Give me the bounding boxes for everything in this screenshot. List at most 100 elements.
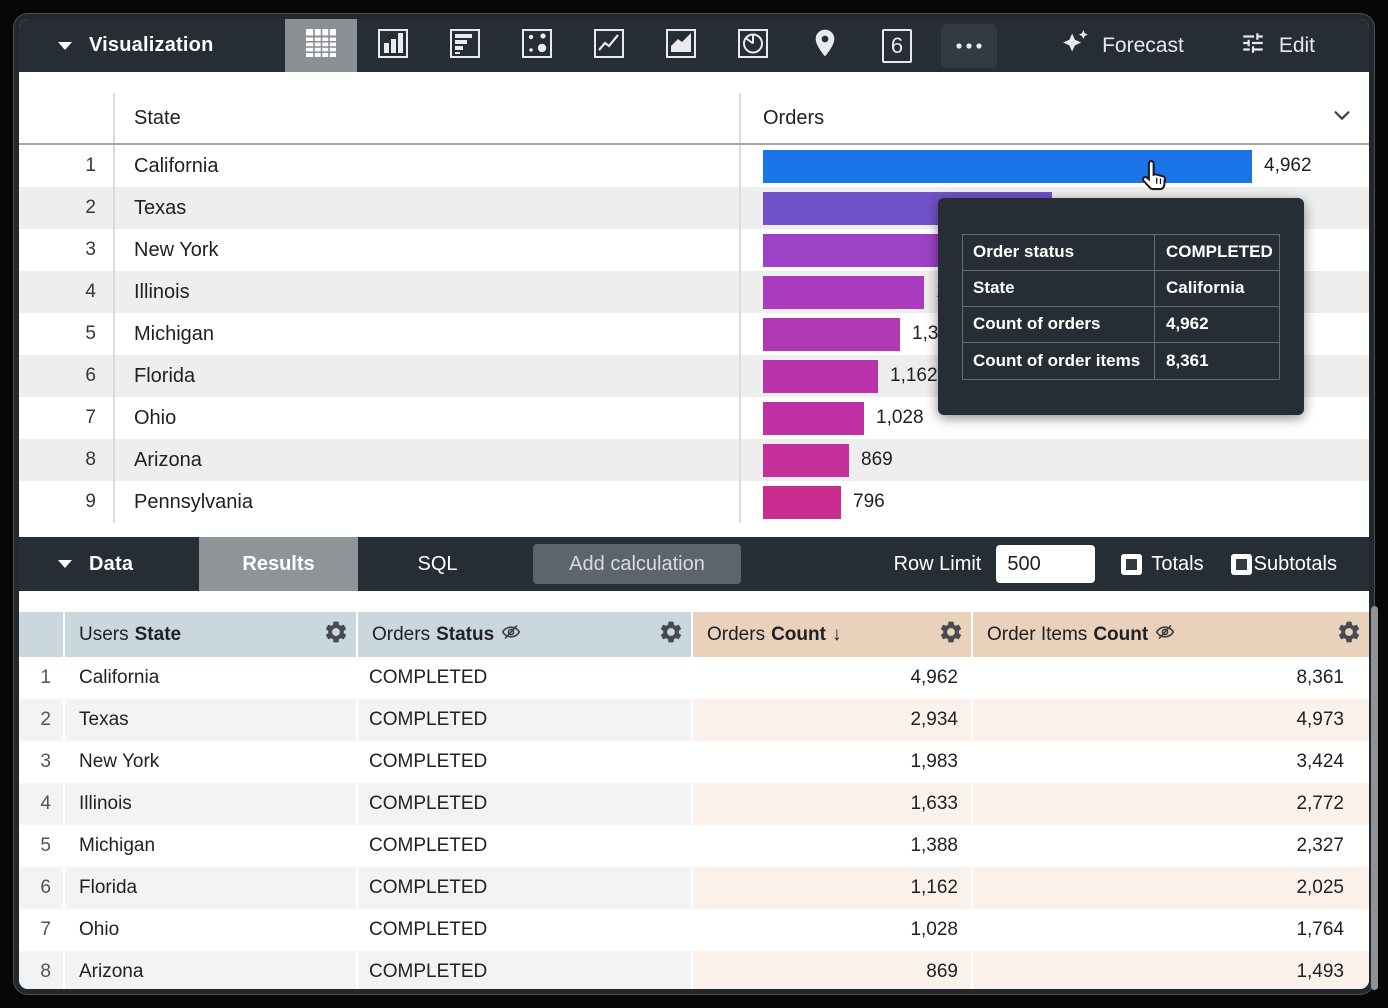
bar-value-label: 1,162	[890, 365, 938, 387]
viz-type-map-button[interactable]	[789, 19, 861, 72]
bar[interactable]	[763, 276, 924, 309]
bar[interactable]	[763, 360, 878, 393]
gear-icon[interactable]	[1336, 619, 1362, 651]
gear-icon[interactable]	[658, 619, 684, 651]
state-cell[interactable]: Ohio	[115, 397, 741, 439]
bar[interactable]	[763, 444, 849, 477]
order-items-count-cell[interactable]: 1,764	[973, 909, 1369, 951]
status-cell[interactable]: COMPLETED	[358, 741, 693, 783]
orders-status-column-header[interactable]: Orders Status	[358, 612, 693, 657]
data-section-toggle[interactable]: Data	[19, 553, 199, 576]
tooltip-label: State	[963, 271, 1155, 306]
row-number: 5	[19, 313, 115, 355]
order-items-count-cell[interactable]: 2,025	[973, 867, 1369, 909]
totals-checkbox[interactable]: Totals	[1121, 553, 1203, 576]
state-cell[interactable]: Ohio	[65, 909, 358, 951]
viz-type-line-chart-button[interactable]	[573, 19, 645, 72]
bar[interactable]	[763, 486, 841, 519]
viz-type-area-chart-button[interactable]	[645, 19, 717, 72]
checkbox-icon	[1231, 554, 1252, 575]
explore-window: Visualization	[14, 14, 1374, 994]
order-items-count-cell[interactable]: 3,424	[973, 741, 1369, 783]
users-state-column-header[interactable]: Users State	[65, 612, 358, 657]
orders-count-column-header[interactable]: Orders Count ↓	[693, 612, 973, 657]
viz-type-pie-chart-button[interactable]	[717, 19, 789, 72]
subtotals-label: Subtotals	[1254, 553, 1337, 576]
state-cell[interactable]: New York	[115, 229, 741, 271]
state-cell[interactable]: Arizona	[115, 439, 741, 481]
gear-icon[interactable]	[938, 619, 964, 651]
state-cell[interactable]: New York	[65, 741, 358, 783]
more-viz-types-button[interactable]	[933, 19, 1005, 72]
status-cell[interactable]: COMPLETED	[358, 825, 693, 867]
add-calculation-button[interactable]: Add calculation	[533, 544, 741, 584]
state-cell[interactable]: Pennsylvania	[115, 481, 741, 523]
orders-count-cell[interactable]: 1,983	[693, 741, 973, 783]
chevron-down-icon[interactable]	[1331, 104, 1353, 132]
state-cell[interactable]: Arizona	[65, 951, 358, 993]
orders-count-cell[interactable]: 1,633	[693, 783, 973, 825]
tab-sql[interactable]: SQL	[358, 537, 517, 591]
tooltip-row: Order status COMPLETED	[963, 235, 1279, 271]
forecast-button[interactable]: Forecast	[1062, 29, 1184, 62]
orders-count-cell[interactable]: 869	[693, 951, 973, 993]
visualization-section-toggle[interactable]: Visualization	[19, 34, 285, 57]
edit-button[interactable]: Edit	[1240, 30, 1315, 62]
status-cell[interactable]: COMPLETED	[358, 783, 693, 825]
state-cell[interactable]: Texas	[65, 699, 358, 741]
state-cell[interactable]: Illinois	[115, 271, 741, 313]
state-cell[interactable]: Michigan	[115, 313, 741, 355]
vertical-scrollbar[interactable]	[1371, 606, 1378, 990]
order-items-count-cell[interactable]: 4,973	[973, 699, 1369, 741]
tab-results[interactable]: Results	[199, 537, 358, 591]
table-row: 4 Illinois COMPLETED 1,633 2,772	[19, 783, 1369, 825]
viz-type-column-chart-button[interactable]	[357, 19, 429, 72]
row-number: 7	[19, 909, 65, 951]
state-cell[interactable]: Illinois	[65, 783, 358, 825]
row-limit-input[interactable]	[996, 545, 1095, 583]
status-cell[interactable]: COMPLETED	[358, 657, 693, 699]
state-cell[interactable]: California	[65, 657, 358, 699]
gear-icon[interactable]	[323, 619, 349, 651]
bar[interactable]	[763, 234, 958, 267]
order-items-count-cell[interactable]: 2,327	[973, 825, 1369, 867]
viz-type-single-value-button[interactable]: 6	[861, 19, 933, 72]
data-table-body: 1 California COMPLETED 4,962 8,361 2 Tex…	[19, 657, 1369, 993]
status-cell[interactable]: COMPLETED	[358, 909, 693, 951]
order-items-count-cell[interactable]: 2,772	[973, 783, 1369, 825]
state-cell[interactable]: Florida	[65, 867, 358, 909]
tooltip-row: State California	[963, 271, 1279, 307]
row-number: 1	[19, 145, 115, 187]
state-column-header[interactable]: State	[115, 93, 741, 143]
viz-type-table-button[interactable]	[285, 19, 357, 72]
state-cell[interactable]: Michigan	[65, 825, 358, 867]
bar[interactable]	[763, 318, 900, 351]
bar-value-label: 869	[861, 449, 893, 471]
state-cell[interactable]: California	[115, 145, 741, 187]
orders-count-cell[interactable]: 1,028	[693, 909, 973, 951]
subtotals-checkbox[interactable]: Subtotals	[1231, 553, 1337, 576]
orders-column-header[interactable]: Orders	[741, 93, 1369, 143]
orders-count-cell[interactable]: 1,388	[693, 825, 973, 867]
viz-type-bar-chart-button[interactable]	[429, 19, 501, 72]
status-cell[interactable]: COMPLETED	[358, 867, 693, 909]
bar[interactable]	[763, 150, 1252, 183]
order-items-count-column-header[interactable]: Order Items Count	[973, 612, 1369, 657]
orders-count-cell[interactable]: 1,162	[693, 867, 973, 909]
orders-count-cell[interactable]: 4,962	[693, 657, 973, 699]
data-title: Data	[89, 553, 133, 576]
viz-type-scatter-button[interactable]	[501, 19, 573, 72]
state-cell[interactable]: Texas	[115, 187, 741, 229]
tooltip-value: California	[1155, 271, 1279, 306]
tooltip-value: 4,962	[1155, 307, 1279, 342]
status-cell[interactable]: COMPLETED	[358, 951, 693, 993]
order-items-count-cell[interactable]: 8,361	[973, 657, 1369, 699]
orders-count-cell[interactable]: 2,934	[693, 699, 973, 741]
tooltip-value: COMPLETED	[1155, 235, 1279, 270]
row-number: 6	[19, 355, 115, 397]
state-cell[interactable]: Florida	[115, 355, 741, 397]
collapse-triangle-icon	[58, 560, 72, 568]
order-items-count-cell[interactable]: 1,493	[973, 951, 1369, 993]
bar[interactable]	[763, 402, 864, 435]
status-cell[interactable]: COMPLETED	[358, 699, 693, 741]
